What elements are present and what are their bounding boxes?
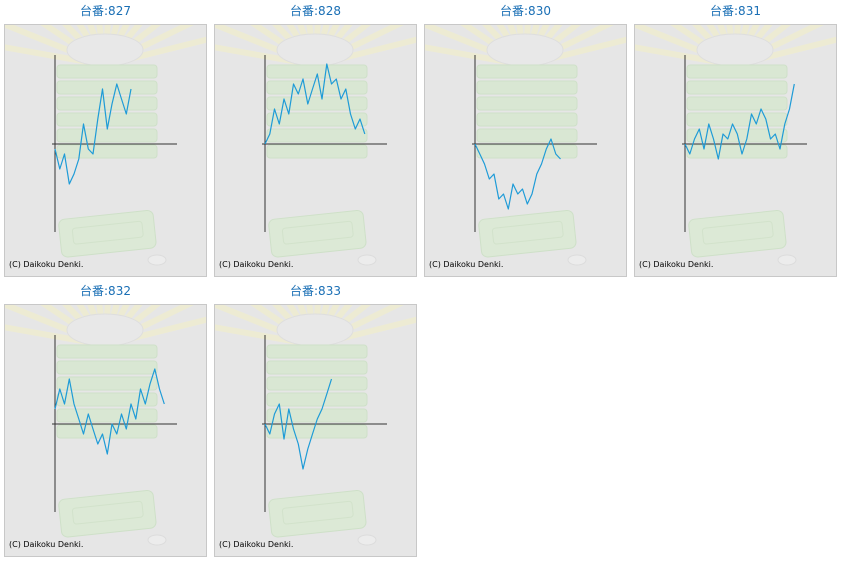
machine-number-link[interactable]: 台番:831 [710, 4, 761, 18]
machine-tile: 台番:831 (C) Daikoku Denki. [634, 2, 837, 277]
machine-tile: 台番:830 (C) Daikoku Denki. [424, 2, 627, 277]
slump-line [264, 378, 333, 470]
pachislot-machine-icon [635, 25, 836, 266]
pachislot-machine-icon [5, 305, 206, 546]
machine-number-link[interactable]: 台番:833 [290, 284, 341, 298]
pachislot-machine-icon [5, 25, 206, 266]
pachislot-machine-icon [215, 25, 416, 266]
machine-number-link[interactable]: 台番:830 [500, 4, 551, 18]
copyright-text: (C) Daikoku Denki. [9, 540, 84, 549]
pachislot-machine-icon [425, 25, 626, 266]
slump-line [54, 83, 132, 185]
machine-number-link[interactable]: 台番:828 [290, 4, 341, 18]
slump-graph[interactable]: (C) Daikoku Denki. [4, 304, 207, 557]
slump-line [54, 368, 165, 455]
pachislot-machine-icon [215, 305, 416, 546]
machine-number-link[interactable]: 台番:832 [80, 284, 131, 298]
slump-graph-svg [635, 25, 836, 266]
slump-graph-svg [5, 25, 206, 266]
machine-tile: 台番:827 (C) Daikoku Denki. [4, 2, 207, 277]
machine-tile: 台番:832 (C) Daikoku Denki. [4, 282, 207, 557]
copyright-text: (C) Daikoku Denki. [9, 260, 84, 269]
slump-line [264, 63, 366, 145]
slump-graph[interactable]: (C) Daikoku Denki. [214, 304, 417, 557]
slump-graph[interactable]: (C) Daikoku Denki. [634, 24, 837, 277]
slump-graph-svg [425, 25, 626, 266]
slump-graph-svg [215, 25, 416, 266]
copyright-text: (C) Daikoku Denki. [429, 260, 504, 269]
slump-line [684, 83, 795, 160]
machine-tile: 台番:828 (C) Daikoku Denki. [214, 2, 417, 277]
slump-graph-svg [215, 305, 416, 546]
slump-line [474, 138, 561, 210]
slump-graph[interactable]: (C) Daikoku Denki. [214, 24, 417, 277]
slump-graph-svg [5, 305, 206, 546]
machine-tile: 台番:833 (C) Daikoku Denki. [214, 282, 417, 557]
copyright-text: (C) Daikoku Denki. [219, 260, 294, 269]
slump-graph[interactable]: (C) Daikoku Denki. [424, 24, 627, 277]
copyright-text: (C) Daikoku Denki. [219, 540, 294, 549]
machine-number-link[interactable]: 台番:827 [80, 4, 131, 18]
slump-graph[interactable]: (C) Daikoku Denki. [4, 24, 207, 277]
copyright-text: (C) Daikoku Denki. [639, 260, 714, 269]
